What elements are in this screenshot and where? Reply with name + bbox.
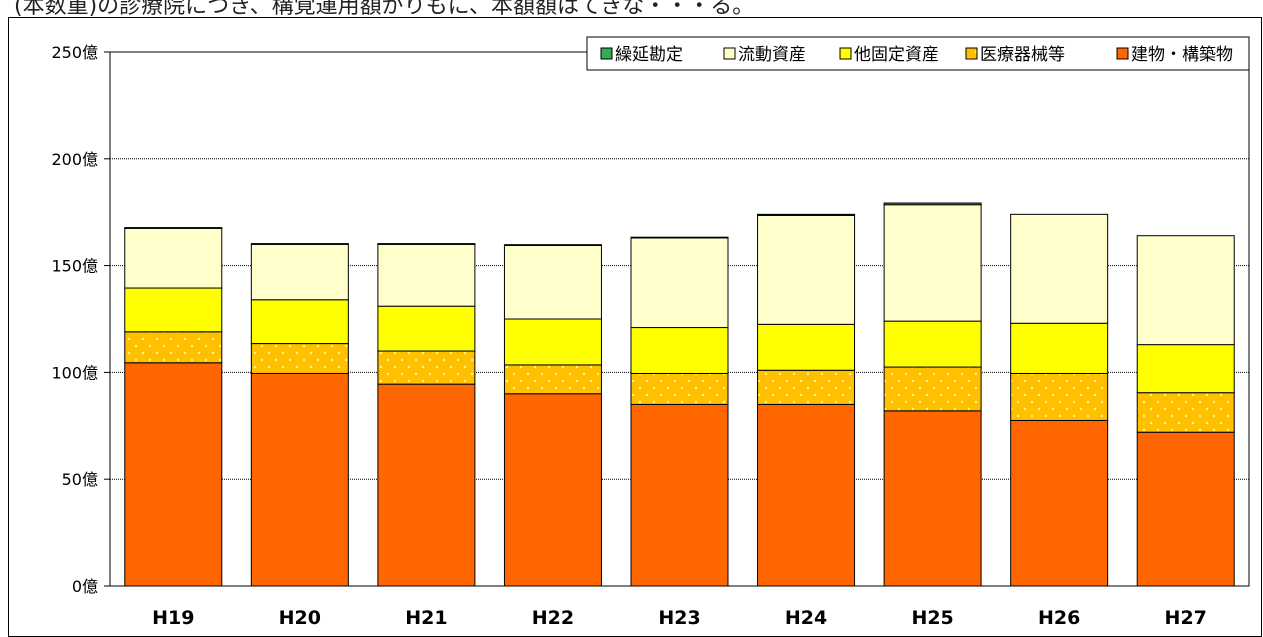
y-tick-label: 100億 [51,363,98,382]
bar-segment [124,331,223,364]
bar-segment [630,403,729,587]
bar-segment [503,364,602,395]
bar-segment [883,202,982,206]
bar-segment [1136,392,1235,433]
bar-segment [377,383,476,587]
bar-segment [883,366,982,412]
bar-segment [250,372,349,587]
bar-segment [883,320,982,368]
bar-segment [1136,344,1235,394]
bar-segment [503,244,602,320]
legend-swatch [839,47,852,60]
legend-swatch [965,47,978,60]
bar-segment [503,244,602,246]
bar-segment [250,299,349,345]
bar-segment [124,227,223,229]
bar-segment [1010,213,1109,324]
y-tick-label: 150億 [51,257,98,276]
y-tick-label: 200億 [51,150,98,169]
y-tick-label: 0億 [72,577,98,596]
bar-segment [630,327,729,374]
bar-segment [1136,431,1235,587]
bar-segment [124,227,223,289]
x-tick-label: H25 [911,607,953,629]
legend-swatch [600,47,613,60]
x-tick-label: H26 [1038,607,1080,629]
caption-text: (本数重)の診療院につき、構覚運用額がりもに、本額額はてきな・・・る。 [14,0,755,19]
bar-segment [503,318,602,366]
bar-segment [503,393,602,587]
bar-segment [377,350,476,385]
bar-segment [377,243,476,245]
bar-segment [250,343,349,374]
legend-label: 医療器械等 [980,45,1065,65]
bar-segment [757,323,856,371]
bar-segment [250,243,349,301]
bar-segment [377,305,476,352]
y-tick-label: 50億 [62,470,98,489]
bar-segment [250,243,349,245]
bar-segment [757,369,856,405]
bar-segment [883,410,982,587]
bar-segment [124,362,223,587]
legend-box [586,36,1250,71]
x-tick-label: H20 [279,607,321,629]
bar-segment [757,213,856,216]
legend-label: 他固定資産 [854,45,939,65]
bar-segment [377,243,476,307]
bar-segment [124,287,223,333]
legend-label: 建物・構築物 [1131,45,1233,65]
bar-segment [630,237,729,329]
bar-segment [630,372,729,405]
y-tick-label: 250億 [51,43,98,62]
bar-segment [757,403,856,587]
legend-swatch [723,47,736,60]
bar-segment [630,236,729,239]
bar-segment [883,204,982,322]
bar-segment [1010,419,1109,587]
legend-label: 流動資産 [738,45,806,65]
legend-swatch [1116,47,1129,60]
bar-segment [1010,372,1109,421]
bar-segment [1010,322,1109,374]
bar-segment [1136,235,1235,346]
x-tick-label: H24 [785,607,827,629]
x-tick-label: H23 [658,607,700,629]
x-tick-label: H21 [405,607,447,629]
legend-label: 繰延勘定 [615,45,683,65]
bar-segment [757,214,856,325]
x-tick-label: H27 [1165,607,1207,629]
x-tick-label: H22 [532,607,574,629]
x-tick-label: H19 [152,607,194,629]
